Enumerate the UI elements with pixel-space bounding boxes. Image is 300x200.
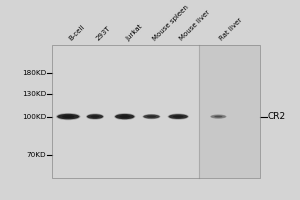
Ellipse shape [86, 113, 104, 120]
Text: Mouse spleen: Mouse spleen [152, 3, 190, 42]
Ellipse shape [119, 115, 130, 118]
Text: Mouse liver: Mouse liver [178, 9, 211, 42]
Text: 70KD: 70KD [26, 152, 46, 158]
Ellipse shape [87, 114, 103, 119]
Text: 130KD: 130KD [22, 91, 46, 97]
Ellipse shape [147, 116, 156, 118]
Text: 180KD: 180KD [22, 70, 46, 76]
Text: 100KD: 100KD [22, 114, 46, 120]
Ellipse shape [57, 114, 80, 119]
Text: Jurkat: Jurkat [125, 23, 143, 42]
Ellipse shape [62, 115, 74, 118]
Ellipse shape [114, 113, 135, 120]
Bar [52, 45, 260, 178]
Text: B-cell: B-cell [68, 24, 86, 42]
Bar [52, 45, 260, 178]
Text: Rat liver: Rat liver [218, 17, 243, 42]
Ellipse shape [143, 115, 160, 119]
Ellipse shape [115, 114, 134, 119]
Ellipse shape [56, 113, 80, 120]
Ellipse shape [214, 116, 222, 117]
Ellipse shape [211, 115, 226, 118]
Bar [199, 45, 260, 178]
Ellipse shape [173, 115, 184, 118]
Ellipse shape [169, 114, 188, 119]
Ellipse shape [142, 114, 160, 119]
Ellipse shape [210, 114, 226, 119]
Text: 293T: 293T [95, 25, 112, 42]
Ellipse shape [91, 115, 100, 118]
Text: CR2: CR2 [267, 112, 286, 121]
Ellipse shape [168, 113, 189, 120]
